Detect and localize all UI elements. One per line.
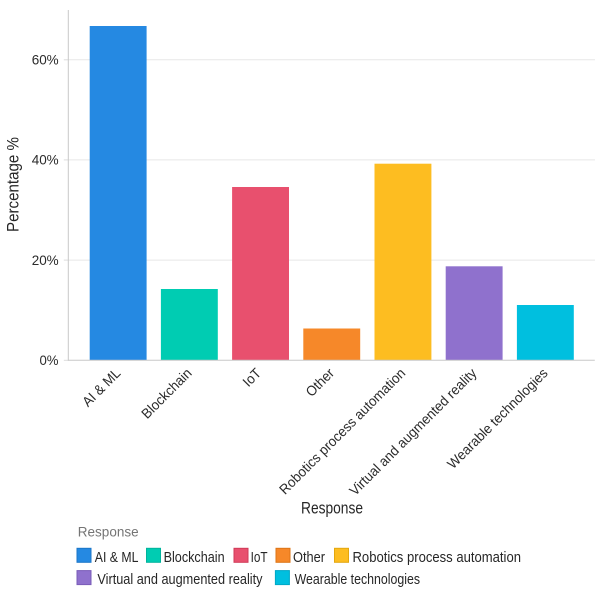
svg-text:IoT: IoT xyxy=(239,365,264,390)
svg-text:Response: Response xyxy=(301,499,363,517)
svg-text:0%: 0% xyxy=(40,352,59,368)
svg-text:AI & ML: AI & ML xyxy=(79,365,124,410)
svg-text:40%: 40% xyxy=(32,152,59,168)
svg-text:Wearable technologies: Wearable technologies xyxy=(295,572,420,588)
svg-text:60%: 60% xyxy=(32,52,59,68)
svg-text:Other: Other xyxy=(302,365,337,400)
svg-text:Other: Other xyxy=(293,550,325,566)
svg-text:Blockchain: Blockchain xyxy=(164,550,225,566)
svg-text:Robotics process automation: Robotics process automation xyxy=(353,550,522,566)
svg-text:20%: 20% xyxy=(32,252,59,268)
svg-text:IoT: IoT xyxy=(251,550,268,566)
svg-text:Virtual and augmented reality: Virtual and augmented reality xyxy=(97,572,263,588)
svg-text:AI & ML: AI & ML xyxy=(95,550,139,566)
svg-text:Blockchain: Blockchain xyxy=(138,365,195,422)
svg-text:Robotics process automation: Robotics process automation xyxy=(276,365,409,498)
svg-text:Percentage %: Percentage % xyxy=(5,137,23,232)
svg-text:Response: Response xyxy=(78,524,139,539)
svg-text:Virtual and augmented reality: Virtual and augmented reality xyxy=(346,365,480,499)
